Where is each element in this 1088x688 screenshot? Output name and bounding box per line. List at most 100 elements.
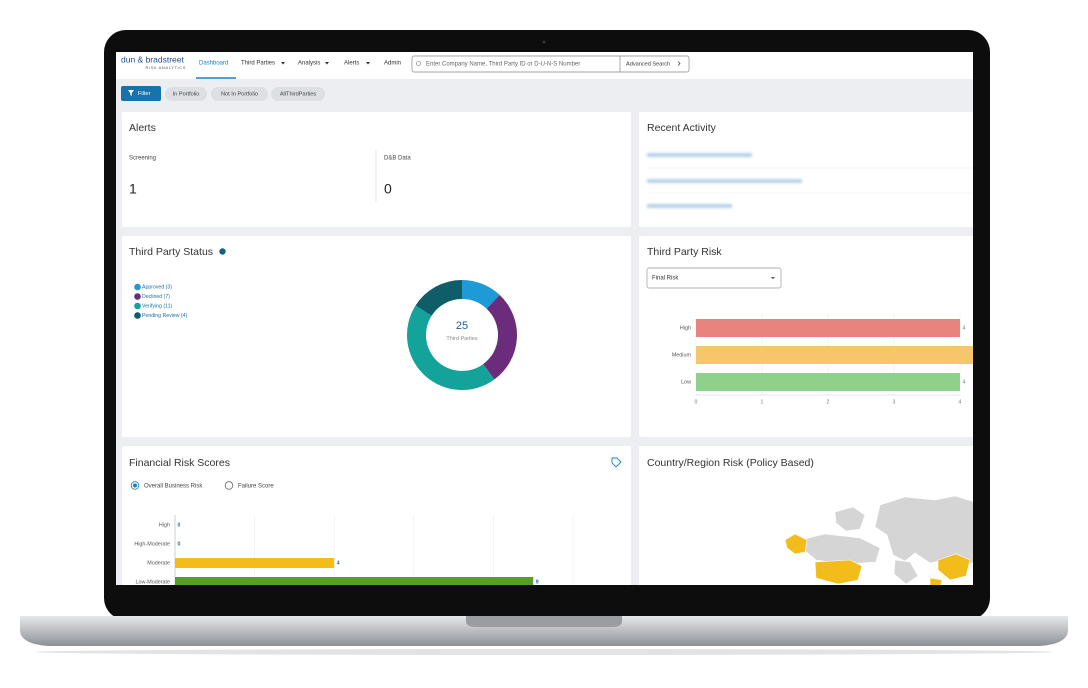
nav-item[interactable]: Dashboard [199,61,228,67]
x-tick-label: 2 [827,399,830,405]
value-label: 0 [178,522,181,528]
blurred-line [647,179,802,183]
chip-label: In Portfolio [173,91,200,97]
nav-item[interactable]: Alerts [344,61,359,67]
legend-label: Approved (3) [142,284,172,290]
advanced-search[interactable]: Advanced Search [626,61,670,67]
caret [771,277,775,280]
bar-chart: High 0 High-Moderate 0 Moderate 4 Low-Moderate… [134,515,574,585]
bar [696,373,960,391]
radio-group: Overall Business Risk Failure Score [130,481,274,490]
bar [175,558,335,568]
chevron [677,61,681,66]
x-tick-label: 4 [959,399,962,405]
logo-sub: RISK ANALYTICS [145,65,186,70]
logo: dun & bradstreet [121,54,184,64]
panel-title: Recent Activity [647,122,717,134]
panel [122,446,631,585]
bar-chart: 0 1 2 3 4 High 4 Medium 5 Low 4 [672,314,1032,405]
x-tick-label: 0 [695,399,698,405]
region [799,533,881,565]
panel-title: Country/Region Risk (Policy Based) [647,457,814,469]
radio-dot [133,483,137,488]
bar [696,346,973,364]
alert-label: D&B Data [384,156,411,162]
region [784,533,808,555]
alert-label: Screening [129,156,156,162]
y-tick-label: High [680,325,691,331]
panel [122,236,631,437]
blurred-line [647,153,752,157]
panel-title: Alerts [129,122,156,134]
filter-icon [128,90,134,96]
tag-icon[interactable] [611,457,622,468]
nav-item[interactable]: Analysis [298,61,320,67]
laptop-base [20,616,1068,646]
y-tick-label: Low-Moderate [136,579,170,585]
x-tick-label: 1 [761,399,764,405]
radio-label: Failure Score [238,484,274,490]
x-tick-label: 3 [893,399,896,405]
value-label: 5 [1029,352,1032,358]
info-icon[interactable] [219,248,226,255]
y-tick-label: Low [681,379,691,385]
chip[interactable] [211,87,268,101]
legend-swatch [134,312,141,319]
world-map [784,495,973,585]
panel-title: Third Party Status [129,246,213,258]
region [929,577,943,585]
base-notch [466,616,622,627]
search-icon [416,61,421,66]
donut-total: 25 [456,320,468,332]
value-label: 9 [536,579,539,585]
donut-chart: Approved (3) Declined (7) Verifying (11) Pe… [134,280,518,391]
panel-title: Third Party Risk [647,246,722,258]
nav-item[interactable]: Third Parties [241,61,275,67]
shadow [34,649,1054,655]
value-label: 4 [963,325,966,331]
filter-button[interactable] [121,86,161,101]
y-tick-label: High-Moderate [134,541,170,547]
caret [366,62,370,65]
blurred-line [647,204,732,208]
chip[interactable] [271,87,325,101]
donut-caption: Third Parties [446,336,477,342]
panel-title: Financial Risk Scores [129,457,230,469]
chip-label: AllThirdParties [280,91,317,97]
panel [639,112,973,227]
legend-swatch [134,283,141,291]
legend-swatch [134,302,141,310]
legend-label: Declined (7) [142,294,170,300]
chip-label: Not In Portfolio [221,91,258,97]
chip[interactable] [165,87,207,101]
donut-segment [406,305,495,391]
legend-label: Verifying (11) [142,303,172,309]
caret [325,62,329,65]
dropdown[interactable] [646,267,782,289]
alert-count: 1 [129,181,137,197]
legend-label: Pending Review (4) [142,313,188,319]
search-placeholder: Enter Company Name, Third Party ID or D-… [426,62,580,68]
nav-item[interactable]: Admin [384,61,401,67]
blurred-activity [647,153,802,208]
panel [122,112,631,227]
value-label: 4 [963,379,966,385]
alert-count: 0 [384,181,392,197]
value-label: 0 [178,541,181,547]
legend-swatch [134,293,141,300]
screen: dun & bradstreet RISK ANALYTICS Dashboar… [116,52,1032,585]
bar [175,577,534,585]
radio-label: Overall Business Risk [144,484,203,490]
caret [281,62,285,65]
y-tick-label: Moderate [147,560,170,566]
region [814,559,863,585]
region [834,506,866,532]
y-tick-label: Medium [672,352,692,358]
camera [542,40,546,44]
dropdown-value: Final Risk [652,276,679,282]
donut-segment [483,294,518,380]
donut-segment [415,280,462,316]
radio[interactable] [224,481,234,490]
filter-label: Filter [138,91,151,97]
